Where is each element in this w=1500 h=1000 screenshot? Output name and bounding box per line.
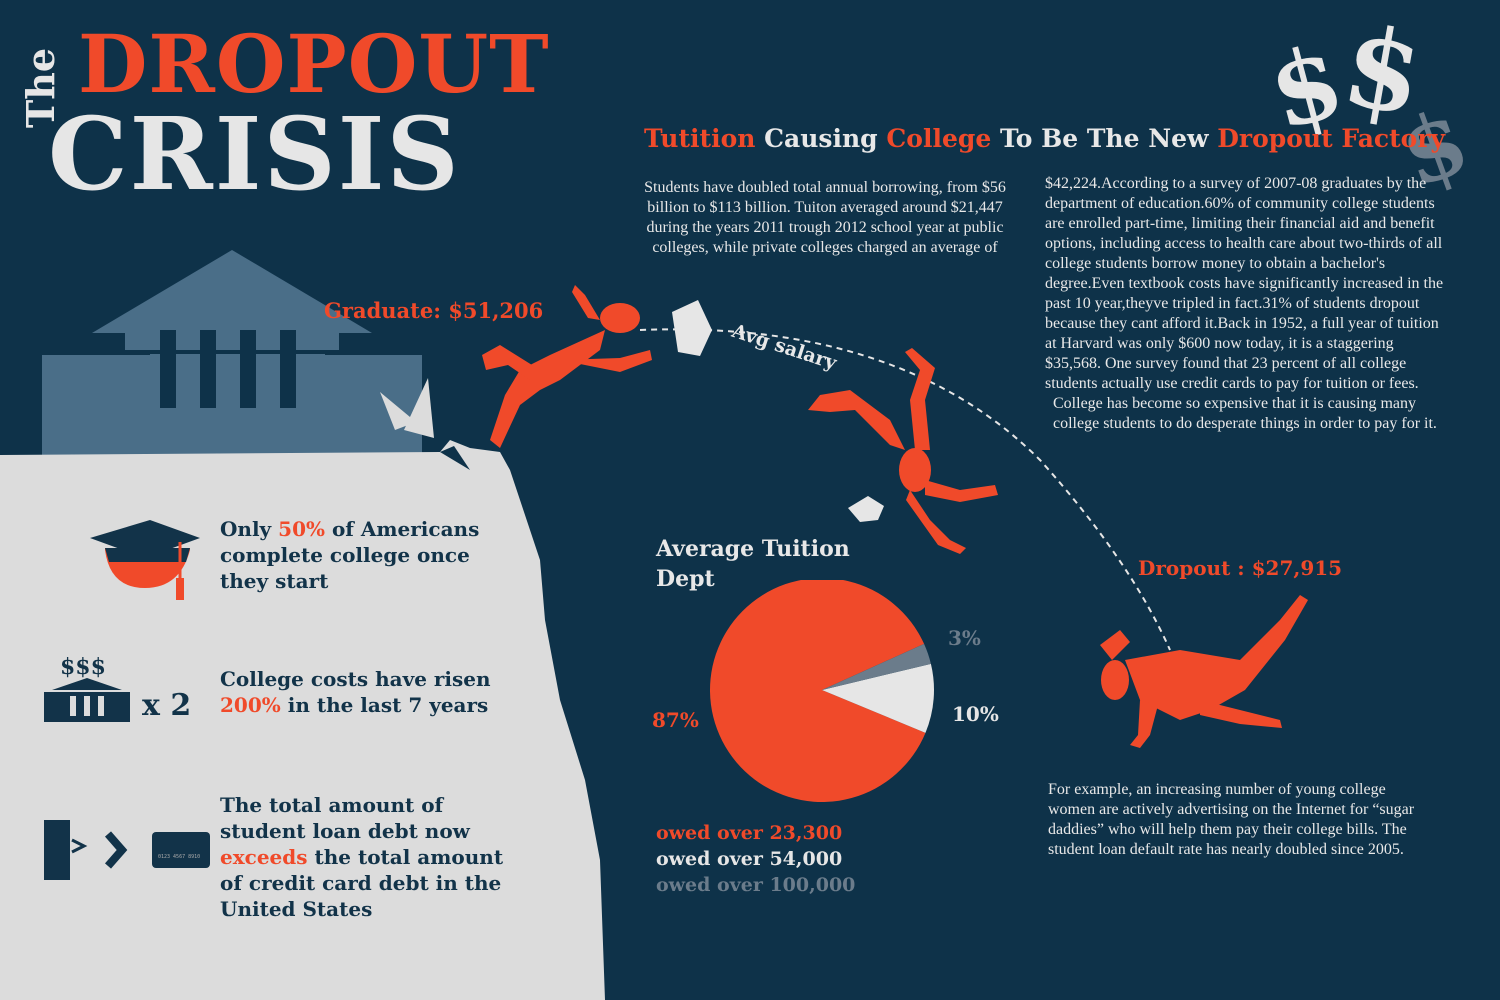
multiplier-text: x 2 bbox=[142, 688, 192, 723]
title-crisis: CRISIS bbox=[48, 95, 461, 213]
stat-text: in the last 7 years bbox=[280, 693, 489, 717]
card-number: 0123 4567 8910 bbox=[158, 854, 200, 860]
chart-legend: owed over 23,300 owed over 54,000 owed o… bbox=[656, 820, 855, 898]
title-dropout: DROPOUT bbox=[78, 17, 550, 111]
pie-slice bbox=[822, 643, 931, 690]
pie-chart bbox=[710, 580, 934, 802]
pie-slice bbox=[822, 663, 934, 733]
stat-text: College costs have risen bbox=[220, 667, 491, 691]
pie-slice bbox=[710, 580, 926, 802]
stat-highlight: 200% bbox=[220, 693, 281, 717]
paragraph-right: $42,224.According to a survey of 2007-08… bbox=[1045, 174, 1445, 434]
headline-word: To Be The New bbox=[999, 124, 1209, 153]
credit-card-icon: 0123 4567 8910 bbox=[152, 832, 210, 868]
dropout-salary-label: Dropout : $27,915 bbox=[1138, 556, 1343, 580]
legend-item: owed over 54,000 bbox=[656, 848, 843, 870]
bank-icon bbox=[44, 678, 130, 722]
falling-figure bbox=[808, 348, 998, 554]
stat-highlight: exceeds bbox=[220, 845, 308, 869]
chart-title: Average Tuition Dept bbox=[656, 536, 850, 592]
pie-label-10: 10% bbox=[952, 702, 999, 726]
dropout-figure bbox=[1100, 595, 1308, 748]
paragraph-right-1: $42,224.According to a survey of 2007-08… bbox=[1045, 175, 1444, 392]
stat-text: of Americans complete college once they … bbox=[220, 517, 480, 593]
headline-word: Tutition bbox=[644, 124, 756, 153]
grad-cap-icon bbox=[90, 520, 200, 600]
building-icon bbox=[42, 250, 422, 455]
stat-text: the total amount of credit card debt in … bbox=[220, 845, 504, 921]
legend-item: owed over 100,000 bbox=[656, 874, 856, 896]
headline-word: Dropout Factory bbox=[1217, 124, 1446, 153]
graduate-figure bbox=[482, 285, 652, 448]
paragraph-bottom: For example, an increasing number of you… bbox=[1048, 781, 1415, 858]
headline-word: Causing bbox=[764, 124, 878, 153]
dollar-text-icon: $$$ bbox=[60, 654, 106, 680]
headline-word: College bbox=[886, 124, 992, 153]
graduate-salary-label: Graduate: $51,206 bbox=[324, 298, 544, 323]
stat-completion: Only 50% of Americans complete college o… bbox=[220, 516, 480, 594]
stat-text: The total amount of student loan debt no… bbox=[220, 793, 470, 843]
stat-text: Only bbox=[220, 517, 279, 541]
stat-highlight: 50% bbox=[278, 517, 325, 541]
stat-costs: College costs have risen 200% in the las… bbox=[220, 666, 520, 718]
headline: Tutition Causing College To Be The New D… bbox=[644, 126, 1445, 151]
pie-label-87: 87% bbox=[652, 708, 699, 732]
stat-loan-debt: The total amount of student loan debt no… bbox=[220, 792, 520, 922]
pie-label-3: 3% bbox=[948, 626, 981, 650]
scroll-icon bbox=[44, 820, 128, 880]
legend-item: owed over 23,300 bbox=[656, 822, 843, 844]
paragraph-right-2: College has become so expensive that it … bbox=[1053, 395, 1437, 432]
paragraph-left: Students have doubled total annual borro… bbox=[644, 179, 1006, 256]
